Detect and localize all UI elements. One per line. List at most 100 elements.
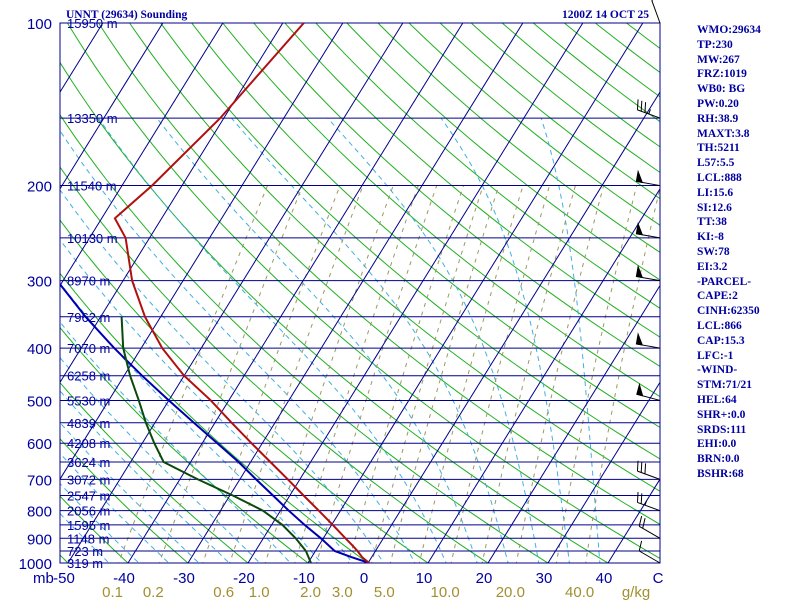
barb-flag bbox=[635, 332, 644, 346]
mixing-ratio-line bbox=[371, 185, 484, 563]
barb-full bbox=[640, 462, 643, 473]
index-line: HEL:64 bbox=[697, 393, 737, 406]
index-line: EHI:0.0 bbox=[697, 438, 737, 451]
temperature-tick-label: -30 bbox=[173, 570, 195, 587]
wind-barb bbox=[638, 516, 661, 539]
barb-half bbox=[644, 500, 648, 506]
wind-barb bbox=[636, 492, 661, 512]
mixing-ratio-line bbox=[202, 185, 341, 563]
mixing-ratio-line bbox=[418, 185, 524, 563]
isobars bbox=[59, 22, 661, 564]
index-line: LFC:-1 bbox=[697, 349, 734, 362]
isotherm bbox=[187, 23, 524, 563]
wind-barb bbox=[638, 540, 661, 564]
index-line: SI:12.6 bbox=[697, 201, 732, 214]
height-label: 5530 m bbox=[67, 393, 110, 408]
pressure-tick-label: 700 bbox=[27, 472, 52, 489]
height-label: 4208 m bbox=[67, 436, 110, 451]
isotherm bbox=[307, 23, 644, 563]
pressure-tick-label: 500 bbox=[27, 393, 52, 410]
pressure-tick-label: 1000 bbox=[19, 556, 52, 573]
temperature-tick-label: 0 bbox=[360, 570, 368, 587]
celsius-label: C bbox=[653, 570, 664, 587]
barb-full bbox=[638, 516, 643, 527]
index-line: TT:38 bbox=[697, 216, 727, 229]
index-line: SHR+:0.0 bbox=[697, 408, 746, 421]
dry-adiabat bbox=[315, 23, 660, 309]
wind-barb bbox=[651, 0, 661, 24]
mixing-ratio-line bbox=[555, 185, 638, 563]
pressure-tick-label: 200 bbox=[27, 179, 52, 196]
index-line: BSHR:68 bbox=[697, 467, 744, 480]
height-label: 3072 m bbox=[67, 472, 110, 487]
dry-adiabat bbox=[346, 23, 660, 281]
index-line: RH:38.9 bbox=[697, 112, 739, 125]
mixing-ratio-unit: g/kg bbox=[622, 584, 650, 600]
temperature-tick-label: 20 bbox=[476, 570, 493, 587]
temperature-tick-label: -20 bbox=[233, 570, 255, 587]
wind-barb bbox=[635, 169, 661, 187]
temperature-tick-label: 30 bbox=[536, 570, 553, 587]
index-line: CINH:62350 bbox=[697, 305, 760, 318]
profile-lines bbox=[60, 23, 370, 563]
height-label: 6258 m bbox=[67, 369, 110, 384]
dry-adiabat bbox=[60, 381, 249, 563]
barb-full bbox=[640, 493, 643, 504]
pressure-tick-label: 600 bbox=[27, 436, 52, 453]
index-line: PW:0.20 bbox=[697, 97, 739, 110]
isotherm bbox=[547, 381, 660, 563]
dry-adiabat bbox=[439, 23, 660, 200]
index-line: TH:5211 bbox=[697, 142, 740, 155]
height-label: 13350 m bbox=[67, 111, 118, 126]
dry-adiabat bbox=[501, 23, 660, 148]
isotherm bbox=[67, 23, 404, 563]
indices-panel: WMO:29634 TP:230 MW:267 FRZ:1019 WB0: BG PW:0… bbox=[697, 23, 800, 482]
mixing-ratio-label: 40.0 bbox=[565, 584, 594, 600]
dewpoint-line bbox=[120, 316, 312, 563]
barb-full bbox=[636, 460, 639, 472]
index-line: MW:267 bbox=[697, 53, 740, 66]
temperature-tick-label: -40 bbox=[113, 570, 135, 587]
mixing-ratio-label: 2.0 bbox=[300, 584, 321, 600]
dry-adiabat bbox=[60, 326, 309, 563]
dry-adiabat bbox=[60, 272, 369, 563]
height-label: 3624 m bbox=[67, 455, 110, 470]
dry-adiabats bbox=[60, 23, 660, 563]
index-line: -PARCEL- bbox=[697, 275, 752, 288]
temperature-tick-label: 10 bbox=[416, 570, 433, 587]
dry-adiabat bbox=[532, 23, 660, 123]
mixing-ratio-label: 5.0 bbox=[374, 584, 395, 600]
height-label: 1148 m bbox=[67, 531, 109, 546]
wind-barb bbox=[636, 460, 661, 480]
index-line: KI:-8 bbox=[697, 231, 724, 244]
height-label: 1595 m bbox=[67, 518, 110, 533]
barb-full bbox=[636, 99, 639, 110]
mixing-ratio-label: 3.0 bbox=[332, 584, 353, 600]
index-line: WMO:29634 bbox=[697, 24, 761, 36]
dry-adiabat bbox=[408, 23, 660, 226]
index-line: SW:78 bbox=[697, 245, 730, 258]
dry-adiabat bbox=[60, 166, 489, 563]
isotherm bbox=[60, 23, 284, 384]
isotherm bbox=[60, 23, 164, 190]
index-line: LI:15.6 bbox=[697, 186, 734, 199]
height-label: 4839 m bbox=[67, 416, 110, 431]
wind-barbs bbox=[635, 0, 661, 564]
mixing-ratio-line bbox=[389, 185, 500, 563]
mixing-ratio-line bbox=[229, 185, 364, 563]
index-line: MAXT:3.8 bbox=[697, 127, 750, 140]
barb-staff bbox=[651, 0, 661, 24]
isotherms bbox=[60, 23, 660, 563]
pressure-tick-label: 800 bbox=[27, 504, 52, 521]
parcel-line bbox=[60, 282, 370, 563]
height-label: 15950 m bbox=[67, 16, 118, 31]
barb-flag bbox=[635, 264, 644, 279]
isotherm bbox=[127, 23, 464, 563]
mixing-ratio-lines bbox=[117, 185, 660, 563]
wind-barb bbox=[636, 99, 661, 119]
index-line: CAP:15.3 bbox=[697, 334, 745, 347]
mixing-ratio-line bbox=[158, 185, 304, 563]
pressure-tick-label: 900 bbox=[27, 531, 52, 548]
